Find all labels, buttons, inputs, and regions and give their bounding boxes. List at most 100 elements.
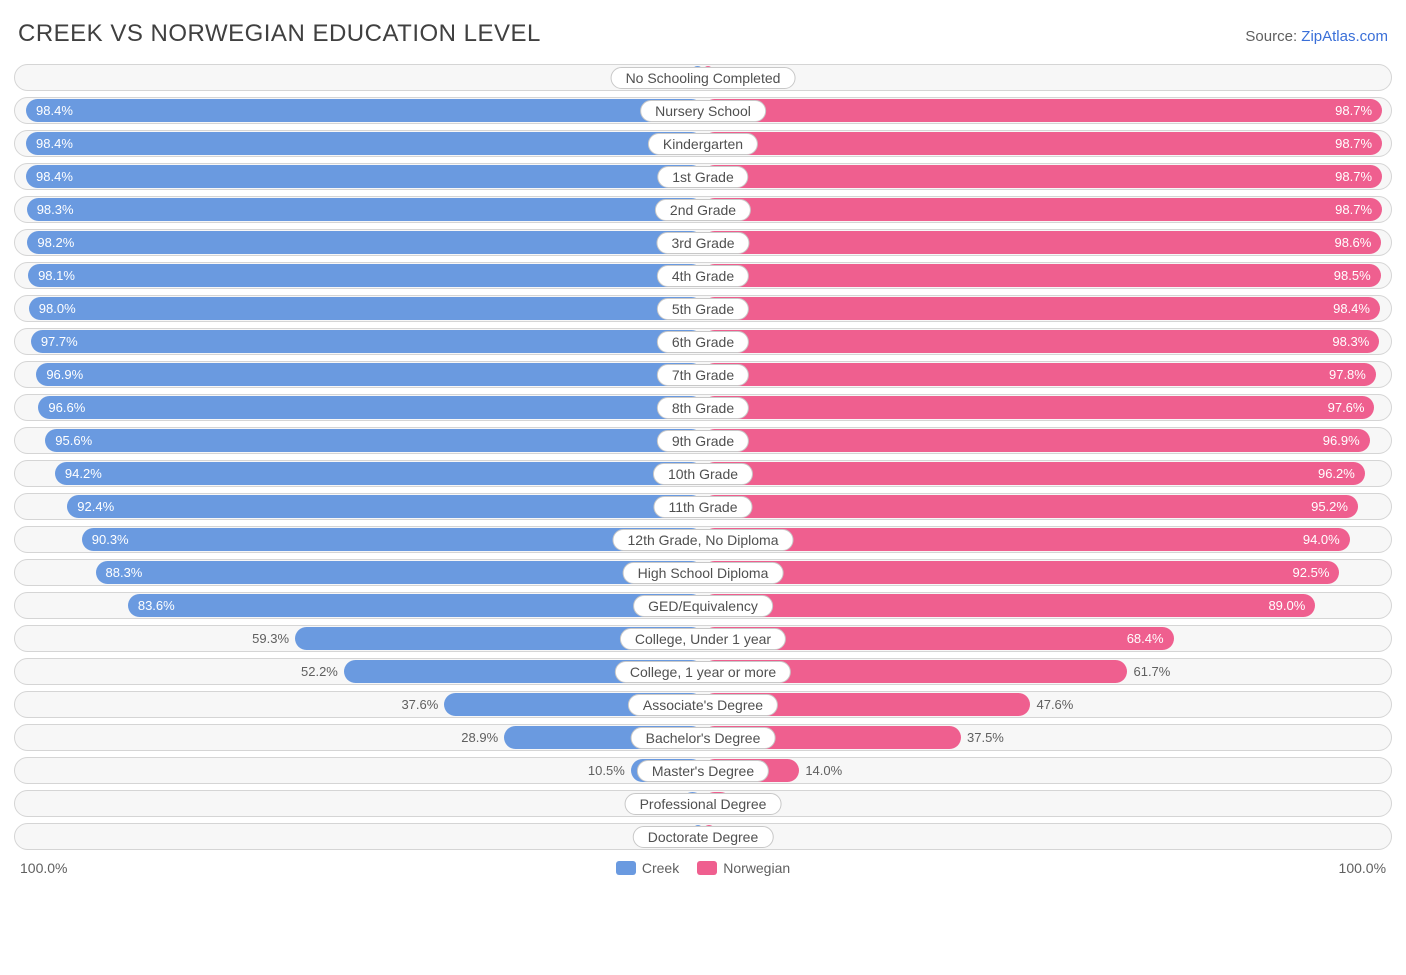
bar-creek: 88.3% <box>96 561 704 584</box>
bar-creek: 97.7% <box>31 330 703 353</box>
category-label: GED/Equivalency <box>633 595 773 617</box>
chart-row: 1.3%1.8%Doctorate Degree <box>14 823 1392 850</box>
diverging-bar-chart: 1.6%1.3%No Schooling Completed98.4%98.7%… <box>10 64 1396 850</box>
bar-value-norwegian: 37.5% <box>961 725 1004 750</box>
bar-value-norwegian: 98.7% <box>1335 136 1372 151</box>
bar-value-creek: 83.6% <box>138 598 175 613</box>
bar-value-creek: 96.9% <box>46 367 83 382</box>
axis-max-right: 100.0% <box>790 860 1386 876</box>
bar-norwegian: 96.2% <box>703 462 1365 485</box>
source-prefix: Source: <box>1245 28 1301 45</box>
bar-value-creek: 59.3% <box>252 626 295 651</box>
legend-swatch-norwegian <box>697 861 717 875</box>
bar-value-creek: 98.1% <box>38 268 75 283</box>
chart-row: 92.4% 95.2% 11th Grade <box>14 493 1392 520</box>
bar-value-norwegian: 95.2% <box>1311 499 1348 514</box>
bar-norwegian: 92.5% <box>703 561 1339 584</box>
bar-value-creek: 52.2% <box>301 659 344 684</box>
bar-value-creek: 90.3% <box>92 532 129 547</box>
chart-row: 98.1% 98.5% 4th Grade <box>14 262 1392 289</box>
source-link[interactable]: ZipAtlas.com <box>1301 28 1388 45</box>
bar-value-norwegian: 98.4% <box>1333 301 1370 316</box>
bar-norwegian: 98.7% <box>703 132 1382 155</box>
category-label: 7th Grade <box>657 364 749 386</box>
bar-value-creek: 37.6% <box>401 692 444 717</box>
legend-item-creek: Creek <box>616 860 679 876</box>
bar-value-norwegian: 98.5% <box>1334 268 1371 283</box>
bar-norwegian: 98.4% <box>703 297 1380 320</box>
category-label: 12th Grade, No Diploma <box>613 529 794 551</box>
bar-creek: 90.3% <box>82 528 703 551</box>
category-label: Bachelor's Degree <box>631 727 776 749</box>
bar-value-creek: 95.6% <box>55 433 92 448</box>
category-label: No Schooling Completed <box>611 67 796 89</box>
bar-value-norwegian: 47.6% <box>1030 692 1073 717</box>
bar-value-norwegian: 89.0% <box>1268 598 1305 613</box>
chart-row: 3.1%4.2%Professional Degree <box>14 790 1392 817</box>
category-label: 9th Grade <box>657 430 749 452</box>
bar-value-norwegian: 92.5% <box>1293 565 1330 580</box>
bar-value-norwegian: 97.8% <box>1329 367 1366 382</box>
chart-title: CREEK VS NORWEGIAN EDUCATION LEVEL <box>18 20 541 48</box>
bar-value-norwegian: 98.7% <box>1335 103 1372 118</box>
bar-norwegian: 98.6% <box>703 231 1381 254</box>
category-label: 5th Grade <box>657 298 749 320</box>
chart-row: 98.2%98.6%3rd Grade <box>14 229 1392 256</box>
category-label: College, 1 year or more <box>615 661 791 683</box>
chart-row: 28.9% 37.5% Bachelor's Degree <box>14 724 1392 751</box>
bar-value-norwegian: 14.0% <box>799 758 842 783</box>
legend-swatch-creek <box>616 861 636 875</box>
chart-row: 95.6% 96.9% 9th Grade <box>14 427 1392 454</box>
bar-creek: 96.6% <box>38 396 703 419</box>
chart-row: 98.4%98.7%Kindergarten <box>14 130 1392 157</box>
bar-value-norwegian: 68.4% <box>1127 631 1164 646</box>
bar-creek: 98.2% <box>27 231 703 254</box>
chart-row: 98.0% 98.4% 5th Grade <box>14 295 1392 322</box>
chart-row: 37.6%47.6%Associate's Degree <box>14 691 1392 718</box>
bar-norwegian: 94.0% <box>703 528 1350 551</box>
category-label: 11th Grade <box>653 496 752 518</box>
bar-creek: 98.3% <box>27 198 703 221</box>
chart-row: 98.4% 98.7%1st Grade <box>14 163 1392 190</box>
bar-value-creek: 98.4% <box>36 103 73 118</box>
chart-row: 98.3%98.7%2nd Grade <box>14 196 1392 223</box>
category-label: 1st Grade <box>657 166 748 188</box>
chart-row: 88.3% 92.5% High School Diploma <box>14 559 1392 586</box>
chart-row: 96.6%97.6%8th Grade <box>14 394 1392 421</box>
bar-value-creek: 98.4% <box>36 136 73 151</box>
axis-max-left: 100.0% <box>20 860 616 876</box>
bar-creek: 92.4% <box>67 495 703 518</box>
bar-norwegian: 89.0% <box>703 594 1315 617</box>
bar-value-creek: 28.9% <box>461 725 504 750</box>
category-label: Nursery School <box>640 100 766 122</box>
bar-value-creek: 88.3% <box>106 565 143 580</box>
bar-value-norwegian: 98.6% <box>1334 235 1371 250</box>
bar-creek: 98.0% <box>29 297 703 320</box>
category-label: High School Diploma <box>623 562 784 584</box>
bar-creek: 83.6% <box>128 594 703 617</box>
bar-value-creek: 98.4% <box>36 169 73 184</box>
bar-value-norwegian: 96.9% <box>1323 433 1360 448</box>
legend-item-norwegian: Norwegian <box>697 860 790 876</box>
bar-norwegian: 98.7% <box>703 165 1382 188</box>
chart-row: 96.9% 97.8% 7th Grade <box>14 361 1392 388</box>
bar-norwegian: 95.2% <box>703 495 1358 518</box>
category-label: Professional Degree <box>625 793 782 815</box>
bar-value-norwegian: 61.7% <box>1127 659 1170 684</box>
chart-row: 97.7%98.3%6th Grade <box>14 328 1392 355</box>
category-label: Master's Degree <box>637 760 769 782</box>
chart-source: Source: ZipAtlas.com <box>1245 28 1388 45</box>
bar-value-norwegian: 94.0% <box>1303 532 1340 547</box>
bar-norwegian: 97.6% <box>703 396 1374 419</box>
bar-creek: 98.1% <box>28 264 703 287</box>
bar-creek: 95.6% <box>45 429 703 452</box>
bar-norwegian: 98.5% <box>703 264 1381 287</box>
legend-label-norwegian: Norwegian <box>723 860 790 876</box>
chart-row: 83.6% 89.0% GED/Equivalency <box>14 592 1392 619</box>
bar-norwegian: 98.7% <box>703 99 1382 122</box>
bar-creek: 98.4% <box>26 132 703 155</box>
category-label: 4th Grade <box>657 265 749 287</box>
bar-value-creek: 98.0% <box>39 301 76 316</box>
chart-row: 59.3%68.4%College, Under 1 year <box>14 625 1392 652</box>
category-label: Doctorate Degree <box>633 826 774 848</box>
